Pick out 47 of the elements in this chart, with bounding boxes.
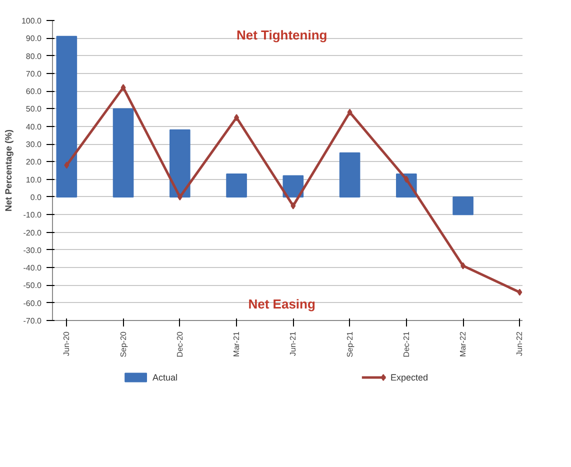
x-tick-label: Jun-20 <box>62 330 72 356</box>
x-tick-label: Dec-20 <box>175 330 184 358</box>
x-tick-label: Mar-22 <box>458 330 468 357</box>
x-tick-label: Sep-20 <box>118 330 128 358</box>
bar <box>112 108 134 198</box>
annotation: Net Tightening <box>236 28 328 43</box>
x-tick-label: Jun-22 <box>515 330 524 356</box>
y-tick-label: 40.0 <box>26 122 42 132</box>
y-tick-label: 10.0 <box>26 175 42 184</box>
y-tick-label: -50.0 <box>23 281 42 290</box>
legend-label: Actual <box>152 372 178 382</box>
y-tick-label: 60.0 <box>26 87 42 96</box>
y-tick-label: 80.0 <box>26 52 42 61</box>
point <box>120 84 126 92</box>
point <box>347 108 352 116</box>
y-tick-label: -20.0 <box>23 228 42 238</box>
y-tick-label: -10.0 <box>23 210 42 220</box>
point <box>517 288 522 296</box>
bar <box>226 174 247 198</box>
y-tick-label: -60.0 <box>23 298 42 308</box>
y-tick-label: 90.0 <box>26 34 42 44</box>
x-tick-label: Jun-21 <box>288 330 298 356</box>
bar <box>56 36 78 198</box>
point <box>64 162 70 169</box>
y-tick-label: -40.0 <box>23 264 42 273</box>
y-tick-label: 100.0 <box>21 16 42 26</box>
y-tick-label: -30.0 <box>23 246 42 255</box>
y-tick-label: -70.0 <box>23 316 42 326</box>
legend-label: Expected <box>390 372 428 382</box>
point <box>290 202 296 210</box>
point <box>460 262 466 270</box>
y-tick-label: 70.0 <box>26 69 42 78</box>
x-tick-label: Mar-21 <box>232 330 242 357</box>
y-tick-label: 20.0 <box>26 158 42 167</box>
x-tick-label: Dec-21 <box>402 330 411 358</box>
y-tick-label: 50.0 <box>26 104 42 114</box>
y-tick-label: 0.0 <box>30 192 42 202</box>
point <box>177 193 182 200</box>
point <box>234 114 240 122</box>
x-tick-label: Sep-21 <box>345 330 354 358</box>
y-axis-title: Net Percentage (%) <box>3 129 14 212</box>
bar <box>170 129 190 198</box>
bar <box>452 196 474 216</box>
point <box>404 176 409 183</box>
annotation: Net Easing <box>248 296 316 312</box>
bar <box>339 152 360 198</box>
y-tick-label: 30.0 <box>26 140 42 150</box>
